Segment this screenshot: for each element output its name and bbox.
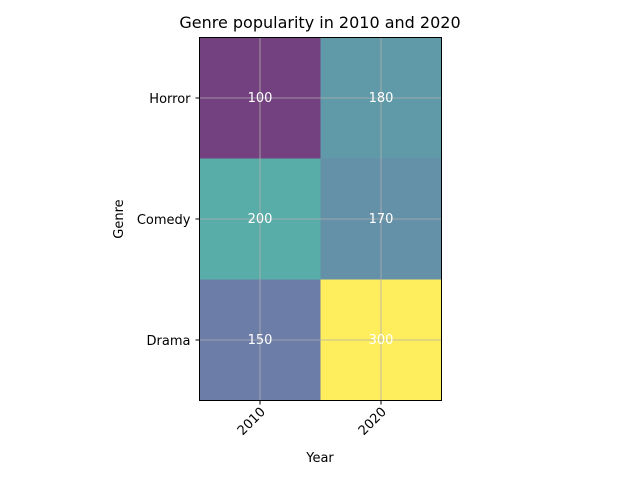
x-tick-label: 2010 xyxy=(235,405,269,439)
y-tick-label: Comedy xyxy=(137,213,191,228)
y-axis-label: Genre xyxy=(112,199,127,238)
cell-value-label: 200 xyxy=(248,212,273,227)
cell-value-label: 300 xyxy=(369,333,394,348)
cell-annotations: 100 180 200 170 150 300 xyxy=(248,91,394,348)
x-axis-label: Year xyxy=(305,451,334,466)
x-tick-label: 2020 xyxy=(356,405,390,439)
cell-value-label: 150 xyxy=(248,333,273,348)
y-tick-label: Horror xyxy=(149,92,191,107)
y-tick-label: Drama xyxy=(147,334,191,349)
cell-value-label: 180 xyxy=(369,91,394,106)
chart-title: Genre popularity in 2010 and 2020 xyxy=(179,13,460,32)
cell-value-label: 100 xyxy=(248,91,273,106)
grid-lines xyxy=(199,37,442,401)
plot-frame xyxy=(199,37,442,401)
cell-value-label: 170 xyxy=(369,212,394,227)
